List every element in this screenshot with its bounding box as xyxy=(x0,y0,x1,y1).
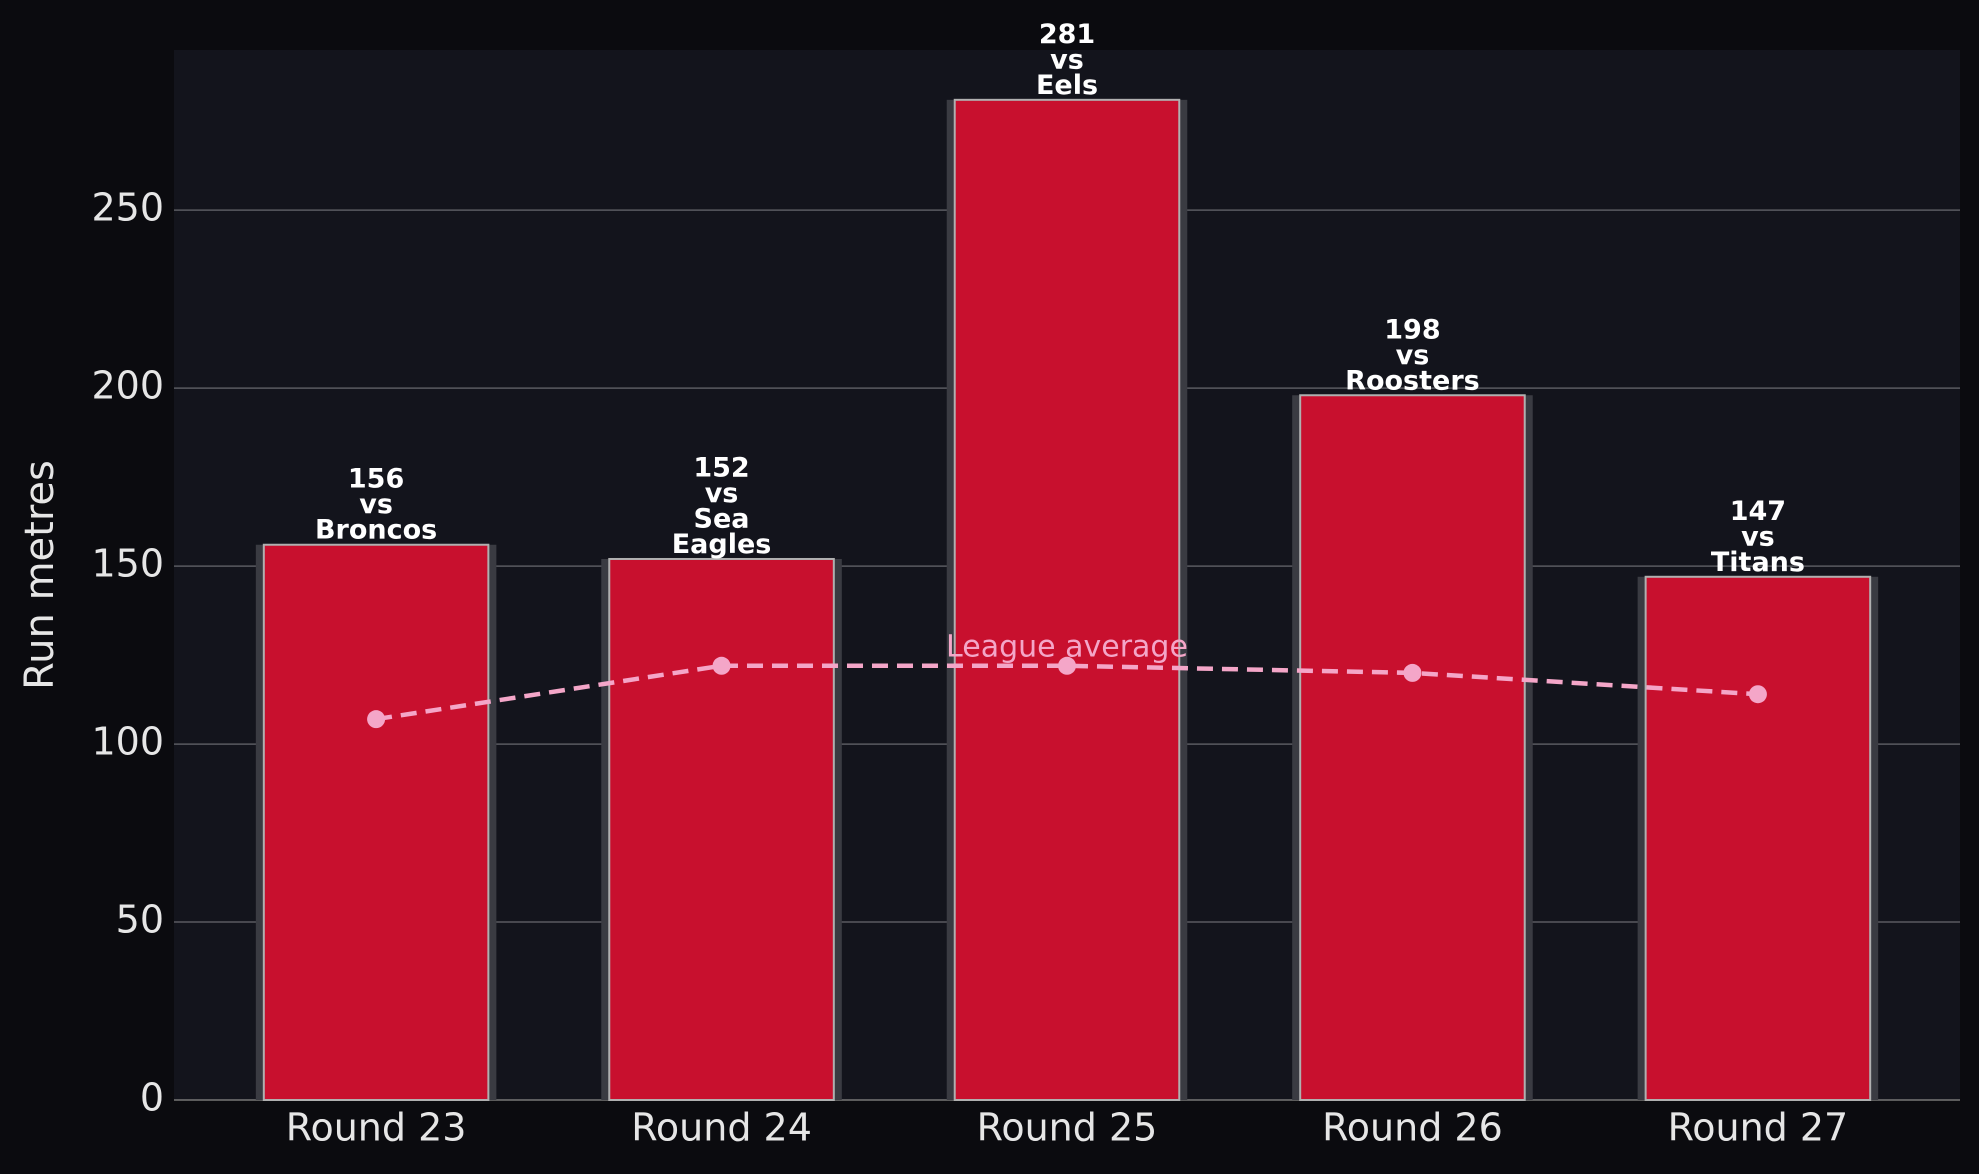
bar xyxy=(1644,575,1872,1101)
bar xyxy=(262,543,490,1101)
average-line xyxy=(375,663,1759,722)
value-label: 281 vs Eels xyxy=(1036,18,1098,100)
bar xyxy=(608,557,835,1101)
average-point xyxy=(1058,656,1076,675)
y-tick-label: 150 xyxy=(91,542,164,586)
bar xyxy=(1299,394,1526,1102)
y-tick-label: 50 xyxy=(116,898,164,942)
value-label: 152 vs Sea Eagles xyxy=(672,452,772,559)
x-tick-label: Round 27 xyxy=(1668,1106,1849,1150)
x-tick-label: Round 24 xyxy=(631,1106,812,1150)
annotation: League average xyxy=(946,629,1188,664)
value-label: 156 vs Broncos xyxy=(315,463,437,545)
y-tick-label: 200 xyxy=(91,364,164,408)
y-tick-label: 0 xyxy=(140,1076,164,1120)
average-point xyxy=(1403,663,1422,682)
y-axis-label: Run metres xyxy=(17,460,63,690)
y-tick-label: 100 xyxy=(91,720,164,764)
x-tick-label: Round 23 xyxy=(286,1106,467,1150)
value-label: 147 vs Titans xyxy=(1711,495,1805,577)
y-tick-label: 250 xyxy=(91,186,164,230)
x-tick-label: Round 25 xyxy=(977,1106,1158,1150)
bar xyxy=(953,98,1181,1101)
average-point xyxy=(712,656,731,675)
average-point xyxy=(367,710,386,729)
x-tick-label: Round 26 xyxy=(1322,1106,1503,1150)
value-label: 198 vs Roosters xyxy=(1345,314,1480,396)
average-point xyxy=(1748,685,1767,704)
